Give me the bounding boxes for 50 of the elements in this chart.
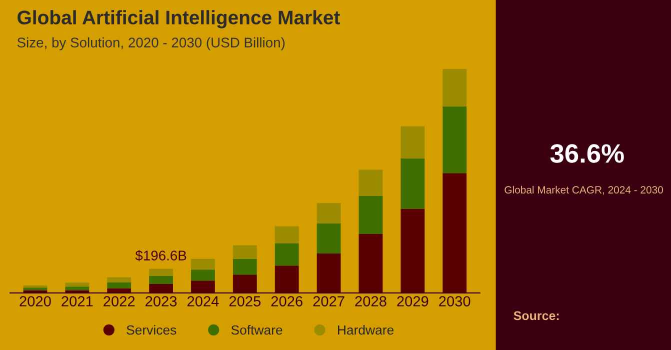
bar <box>316 224 341 254</box>
legend-label: Hardware <box>338 324 394 335</box>
bar <box>442 68 467 106</box>
bar <box>316 203 341 224</box>
x-tick-label: 2020 <box>20 296 51 306</box>
bar <box>149 276 173 284</box>
source-note: Source: <box>514 311 559 320</box>
x-tick-label: 2025 <box>229 296 261 306</box>
bar <box>400 158 425 209</box>
bar <box>232 258 257 275</box>
bar <box>191 258 215 270</box>
bar <box>358 234 383 293</box>
bar <box>232 245 257 259</box>
bar <box>274 266 299 293</box>
x-tick-label: 2022 <box>104 296 135 306</box>
bar <box>442 173 467 293</box>
x-tick-label: 2030 <box>439 296 470 306</box>
x-tick-label: 2028 <box>355 296 386 306</box>
chart-subtitle: Size, by Solution, 2020 - 2030 (USD Billion) <box>17 37 285 50</box>
x-tick-label: 2021 <box>62 296 93 306</box>
bar <box>65 282 90 287</box>
bar <box>358 196 383 234</box>
bar <box>400 208 425 293</box>
bar <box>149 268 173 276</box>
bar <box>274 226 299 244</box>
x-tick-label: 2027 <box>313 296 344 306</box>
bar <box>232 274 257 293</box>
bar <box>107 282 132 288</box>
bar <box>274 243 299 266</box>
x-tick-label: 2023 <box>146 296 177 306</box>
bar <box>107 277 132 282</box>
bar <box>358 170 383 196</box>
bar <box>191 280 215 293</box>
x-tick-label: 2024 <box>187 296 219 306</box>
bar <box>316 254 341 293</box>
annotation: $196.6B <box>135 250 186 262</box>
bar <box>107 288 132 293</box>
bar <box>65 286 90 290</box>
text: 36.6% <box>550 144 624 163</box>
bar <box>149 284 173 293</box>
text: Global Market CAGR, 2024 - 2030 <box>504 186 663 195</box>
bar <box>400 126 425 158</box>
bar <box>191 270 215 281</box>
x-tick-label: 2026 <box>271 296 302 306</box>
legend-label: Services <box>126 324 176 335</box>
chart-title: Global Artificial Intelligence Market <box>18 10 340 28</box>
legend-label: Software <box>231 325 282 335</box>
bar <box>23 288 48 290</box>
x-tick-label: 2029 <box>397 296 428 306</box>
bar <box>442 106 467 174</box>
